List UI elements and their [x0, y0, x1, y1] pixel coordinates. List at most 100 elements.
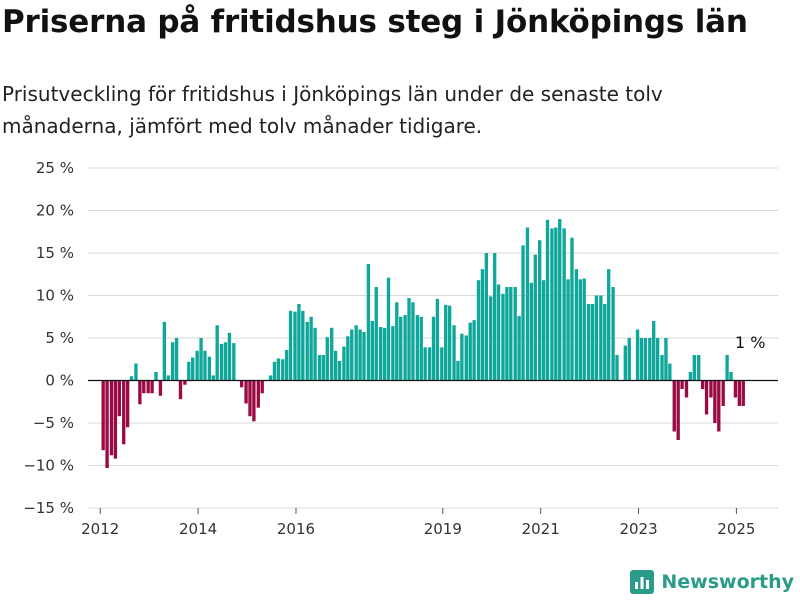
bar [423, 347, 427, 381]
bar [615, 355, 619, 381]
x-tick-label: 2021 [522, 520, 560, 538]
chart-title: Priserna på fritidshus steg i Jönköpings… [2, 4, 748, 40]
bar [297, 304, 301, 381]
bar [521, 245, 525, 381]
bar [342, 346, 346, 381]
bar [415, 315, 420, 381]
bar [529, 282, 534, 381]
bar [562, 228, 566, 381]
bar [276, 358, 281, 381]
x-tick-label: 2014 [179, 520, 217, 538]
bar [590, 304, 595, 381]
bar [489, 296, 493, 381]
y-tick-label: −10 % [23, 457, 74, 475]
bar [725, 355, 729, 381]
bar [223, 342, 228, 381]
bar [635, 329, 640, 381]
bar [309, 316, 313, 381]
bar [741, 380, 745, 406]
bar [713, 380, 717, 423]
bar [109, 380, 114, 456]
bar [374, 287, 378, 381]
bar [435, 298, 440, 381]
bar [464, 335, 468, 381]
bar [362, 332, 366, 381]
bar [211, 375, 215, 381]
bar [586, 304, 591, 381]
bar [697, 355, 701, 381]
bar [321, 355, 326, 381]
bar [509, 287, 513, 381]
bar [232, 343, 236, 381]
bar [293, 311, 297, 381]
bar [480, 269, 485, 381]
bar [370, 321, 374, 381]
chart-subtitle: Prisutveckling för fritidshus i Jönköpin… [2, 82, 663, 138]
bar [337, 360, 342, 381]
y-axis-labels: −15 % −10 % −5 % 0 % 5 % 10 % 15 % 20 % 25 % [23, 159, 74, 517]
bar [729, 372, 733, 381]
bar [627, 338, 631, 381]
bar [447, 305, 452, 381]
bar [134, 363, 138, 381]
x-tick-label: 2012 [81, 520, 119, 538]
bar [203, 350, 207, 381]
y-tick-label: −5 % [33, 414, 74, 432]
bar [460, 333, 464, 381]
x-tick-label: 2025 [717, 520, 755, 538]
bar [101, 380, 105, 451]
bar [252, 380, 256, 422]
bar [692, 355, 696, 381]
bar [366, 264, 371, 381]
bar [554, 227, 558, 381]
bar [599, 295, 603, 381]
bar [578, 279, 582, 381]
bar [655, 338, 660, 381]
bar [484, 253, 489, 381]
bar [513, 287, 517, 381]
bar [623, 345, 627, 381]
bar [122, 380, 126, 445]
bar [354, 325, 358, 381]
bar [403, 315, 407, 381]
bar [733, 380, 738, 398]
bar [476, 280, 481, 381]
bar [219, 343, 224, 381]
bar [162, 321, 167, 381]
y-tick-label: 25 % [36, 159, 74, 177]
y-tick-label: 5 % [45, 329, 74, 347]
bar [550, 228, 554, 381]
bar [268, 375, 273, 381]
bar [684, 380, 689, 398]
x-tick-label: 2019 [424, 520, 462, 538]
bar [313, 327, 317, 381]
bar [195, 350, 199, 381]
bar [452, 325, 456, 381]
bar [129, 376, 134, 381]
bar [117, 380, 121, 417]
bar [639, 338, 644, 381]
bar [215, 325, 219, 381]
bar [721, 380, 725, 406]
bar [391, 326, 395, 381]
bar [517, 315, 521, 381]
bar [187, 361, 191, 381]
bar [325, 337, 329, 381]
bar [227, 332, 232, 381]
bar [272, 361, 277, 381]
bar [566, 279, 570, 381]
bar [648, 338, 652, 381]
bar [301, 310, 305, 381]
bar [281, 359, 285, 381]
annotation-label: 1 % [735, 333, 765, 352]
bar [419, 316, 423, 381]
bar [358, 329, 362, 381]
x-axis-labels: 2012 2014 2016 2019 2021 2023 2025 [81, 508, 755, 538]
bar [199, 338, 203, 381]
bar [244, 380, 248, 404]
bar [248, 380, 252, 417]
bar [288, 310, 293, 381]
bar [538, 240, 542, 381]
bar [407, 298, 411, 381]
bar [603, 304, 607, 381]
